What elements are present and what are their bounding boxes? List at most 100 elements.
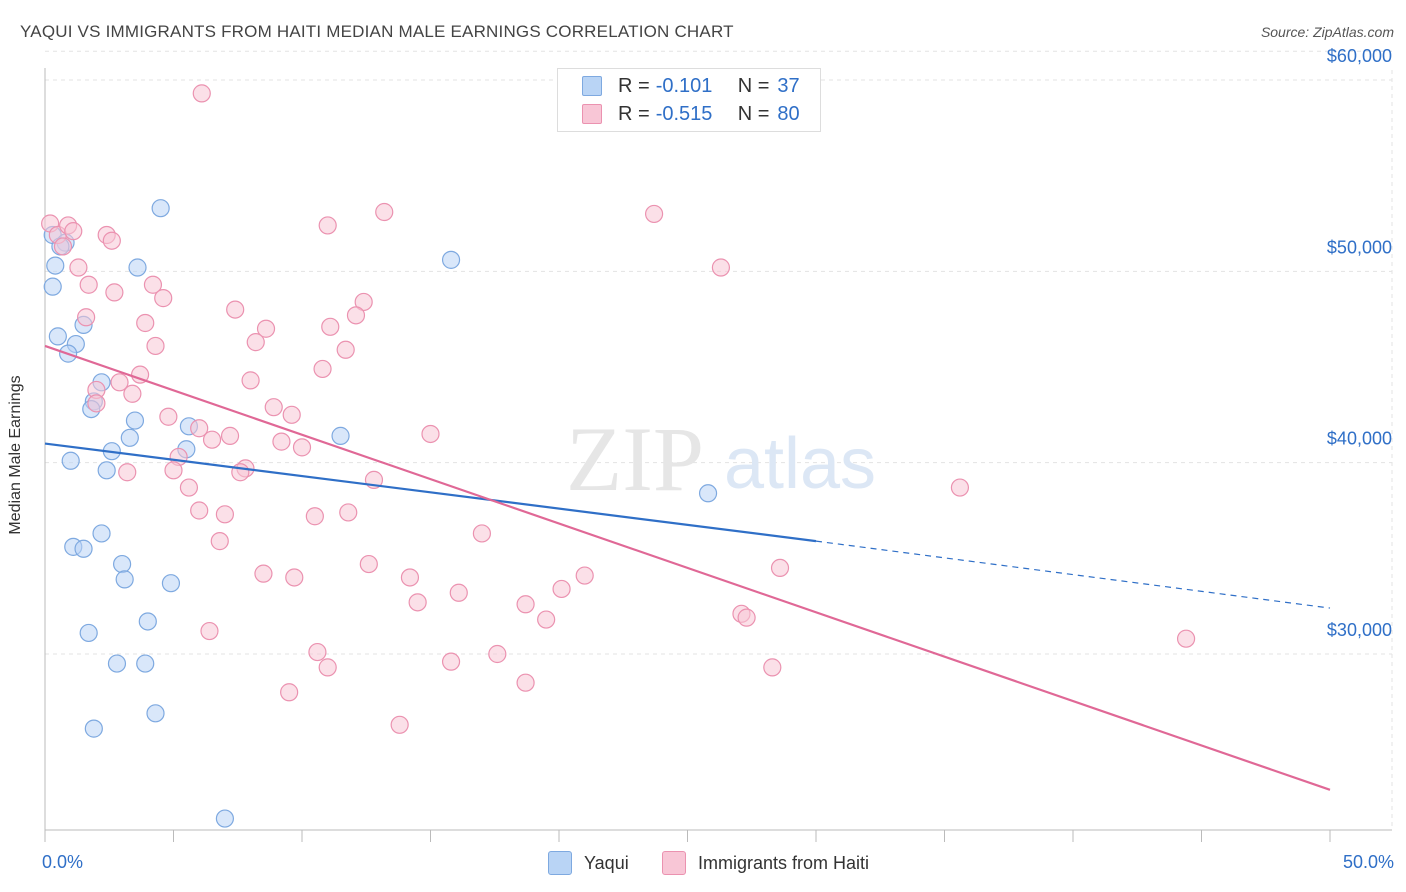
haiti-point bbox=[354, 292, 373, 312]
haiti-point bbox=[313, 359, 332, 379]
yaqui-point bbox=[146, 704, 165, 723]
haiti-point bbox=[421, 424, 440, 444]
yaqui-point bbox=[48, 327, 67, 346]
haiti-point bbox=[226, 300, 245, 319]
series-legend-yaqui: Yaqui bbox=[548, 851, 629, 875]
haiti-point bbox=[190, 501, 209, 520]
y-tick-label: $60,000 bbox=[1327, 46, 1392, 66]
haiti-point bbox=[87, 394, 106, 413]
haiti-point bbox=[77, 308, 96, 327]
gridlines bbox=[45, 50, 1393, 830]
haiti-point bbox=[79, 275, 98, 294]
haiti-point bbox=[390, 715, 409, 734]
y-tick-label: $40,000 bbox=[1327, 429, 1392, 449]
haiti-point bbox=[231, 463, 250, 482]
yaqui-point bbox=[128, 258, 147, 277]
legend-n-label: N = bbox=[737, 74, 770, 97]
source-credit: Source: ZipAtlas.com bbox=[1261, 24, 1394, 40]
series-swatch-yaqui bbox=[548, 851, 572, 875]
haiti-point bbox=[537, 610, 556, 629]
legend-row-haiti: R = -0.515 N = 80 bbox=[582, 103, 800, 125]
series-legend-haiti: Immigrants from Haiti bbox=[662, 851, 869, 875]
haiti-point bbox=[449, 583, 468, 602]
yaqui-point bbox=[112, 554, 132, 574]
haiti-point bbox=[69, 258, 88, 277]
haiti-point bbox=[346, 306, 366, 325]
haiti-trend-line bbox=[44, 344, 1331, 791]
haiti-point bbox=[159, 407, 178, 426]
haiti-point bbox=[711, 258, 731, 277]
haiti-point bbox=[763, 658, 782, 677]
yaqui-point bbox=[84, 719, 103, 738]
haiti-point bbox=[408, 593, 427, 612]
series-swatch-haiti bbox=[662, 851, 686, 875]
x-tick-label-min: 0.0% bbox=[42, 852, 84, 872]
haiti-point bbox=[305, 507, 324, 526]
haiti-point bbox=[339, 503, 358, 522]
yaqui-point bbox=[151, 199, 170, 218]
watermark-atlas: atlas bbox=[724, 424, 876, 504]
haiti-point bbox=[200, 621, 219, 641]
haiti-point bbox=[737, 608, 756, 627]
series-legend: Yaqui Immigrants from Haiti bbox=[0, 851, 1406, 877]
yaqui-trend-line-extension bbox=[815, 540, 1331, 609]
haiti-point bbox=[164, 461, 183, 480]
y-axis-label: Median Male Earnings bbox=[7, 375, 24, 535]
haiti-point bbox=[516, 673, 535, 692]
haiti-point bbox=[215, 505, 234, 524]
haiti-point bbox=[441, 652, 461, 671]
source-prefix: Source: bbox=[1260, 24, 1314, 40]
haiti-point bbox=[118, 463, 137, 482]
haiti-point bbox=[472, 524, 491, 543]
haiti-point bbox=[321, 317, 340, 336]
series-legend-label: Yaqui bbox=[584, 852, 629, 873]
trend-lines bbox=[44, 344, 1331, 791]
haiti-point bbox=[644, 204, 664, 224]
y-tick-label: $30,000 bbox=[1327, 620, 1392, 640]
haiti-point bbox=[102, 231, 121, 250]
haiti-point bbox=[282, 405, 301, 424]
haiti-point bbox=[552, 579, 571, 599]
haiti-point bbox=[123, 384, 142, 403]
y-tick-labels: $30,000 $40,000 $50,000 $60,000 bbox=[1327, 46, 1392, 640]
haiti-point bbox=[292, 438, 312, 457]
haiti-point bbox=[254, 564, 273, 583]
haiti-point bbox=[64, 222, 83, 241]
legend-r-value: -0.101 bbox=[655, 74, 713, 97]
haiti-point bbox=[192, 84, 211, 103]
legend-r-label: R = bbox=[618, 74, 650, 97]
haiti-point bbox=[220, 426, 240, 445]
haiti-point bbox=[202, 430, 222, 449]
haiti-point bbox=[280, 683, 299, 702]
haiti-point bbox=[400, 568, 420, 587]
haiti-point bbox=[179, 478, 199, 497]
axes bbox=[44, 68, 1392, 842]
chart-title: YAQUI VS IMMIGRANTS FROM HAITI MEDIAN MA… bbox=[20, 22, 734, 41]
yaqui-point bbox=[161, 574, 181, 593]
yaqui-point bbox=[61, 451, 80, 470]
haiti-point bbox=[272, 432, 291, 451]
haiti-point bbox=[246, 333, 265, 352]
legend-r-value: -0.515 bbox=[655, 102, 713, 125]
source-site: ZipAtlas.com bbox=[1313, 24, 1394, 40]
yaqui-point bbox=[115, 570, 134, 589]
haiti-point bbox=[375, 202, 394, 222]
haiti-point bbox=[488, 644, 507, 664]
yaqui-point bbox=[138, 612, 157, 631]
haiti-point bbox=[359, 554, 378, 574]
haiti-point bbox=[190, 419, 209, 438]
haiti-points bbox=[41, 84, 1196, 734]
yaqui-point bbox=[441, 250, 461, 269]
yaqui-point bbox=[43, 277, 62, 296]
haiti-point bbox=[105, 283, 124, 302]
legend-n-value: 37 bbox=[777, 74, 800, 97]
yaqui-point bbox=[215, 809, 234, 828]
yaqui-point bbox=[136, 654, 155, 673]
haiti-point bbox=[143, 275, 163, 294]
correlation-legend: R = -0.101 N = 37 R = -0.515 N = 80 bbox=[557, 68, 821, 132]
series-legend-label: Immigrants from Haiti bbox=[698, 852, 870, 873]
legend-row-yaqui: R = -0.101 N = 37 bbox=[582, 75, 800, 97]
haiti-point bbox=[516, 595, 535, 614]
watermark: ZIP atlas bbox=[566, 408, 876, 510]
